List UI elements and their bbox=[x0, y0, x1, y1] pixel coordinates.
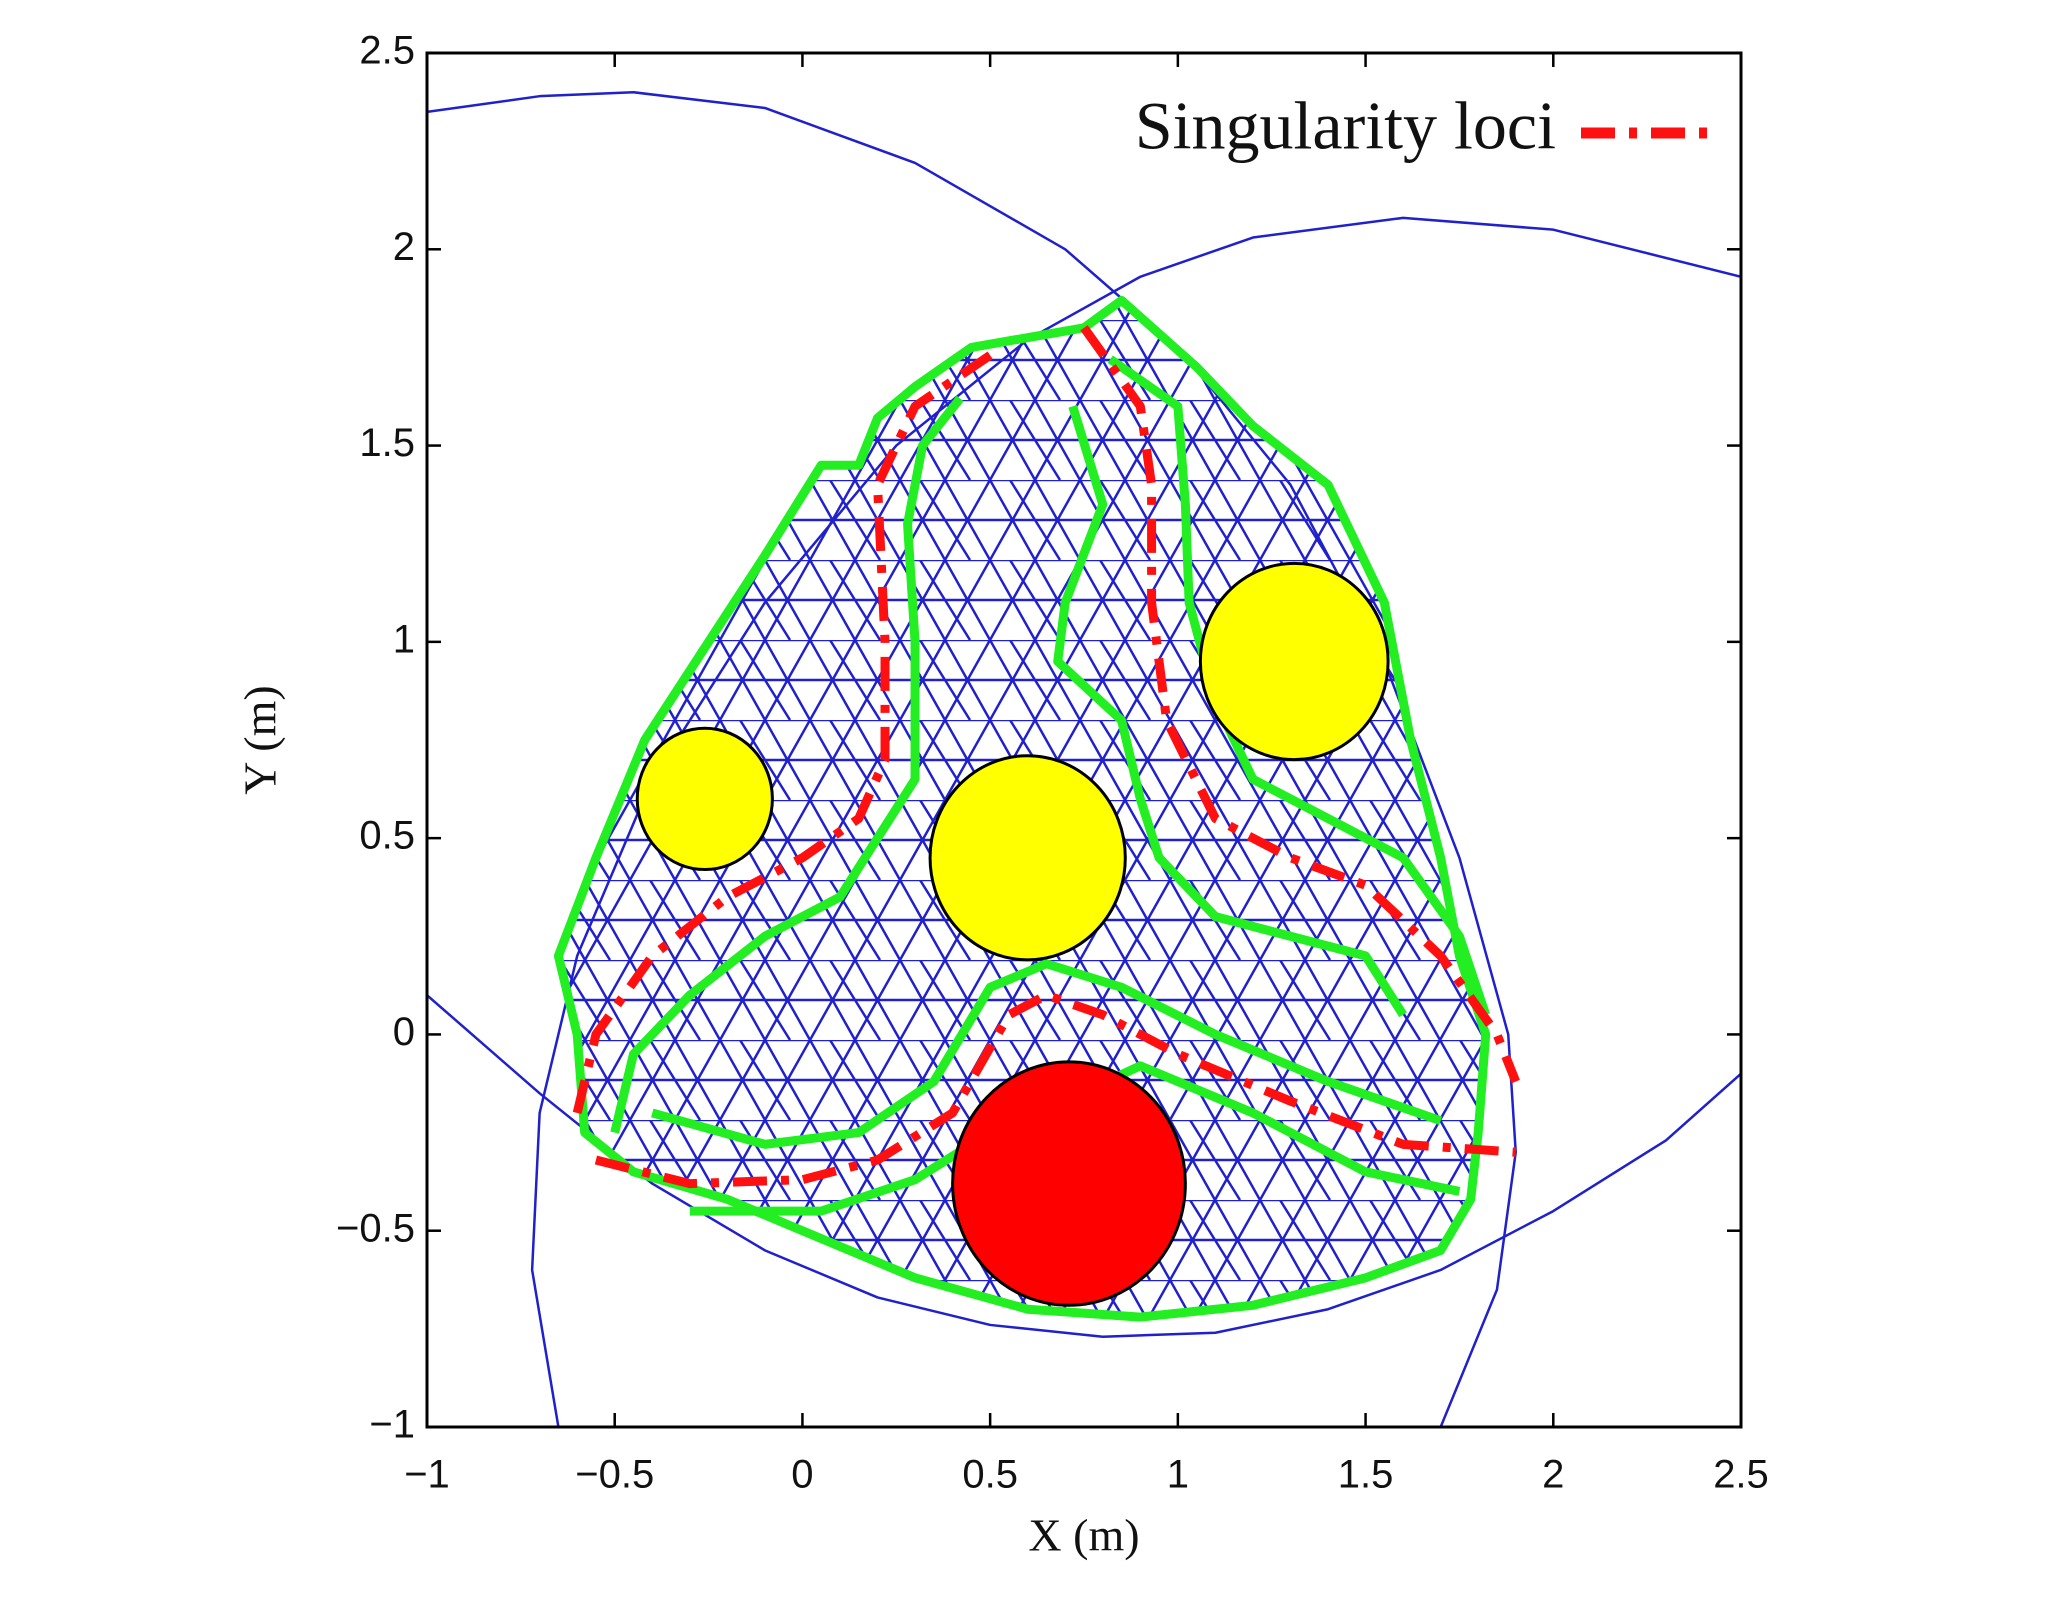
workspace-boundary bbox=[530, 216, 1741, 1427]
x-tick-label: 0.5 bbox=[962, 1453, 1018, 1497]
x-tick-label: −1 bbox=[404, 1453, 450, 1497]
x-tick-label: 2 bbox=[1542, 1453, 1564, 1497]
x-axis-label: X (m) bbox=[1028, 1510, 1139, 1561]
y-axis-label: Y (m) bbox=[235, 685, 286, 794]
x-tick-label: 1.5 bbox=[1338, 1453, 1394, 1497]
obstacle bbox=[951, 1060, 1187, 1307]
cell-border bbox=[1107, 355, 1490, 1017]
cell-border bbox=[610, 395, 964, 1134]
x-tick-label: 1 bbox=[1167, 1453, 1189, 1497]
singularity-locus bbox=[594, 990, 1517, 1189]
cell-border bbox=[651, 959, 1443, 1149]
obstacle bbox=[928, 754, 1127, 962]
cell-border bbox=[553, 295, 1491, 1322]
plot-frame bbox=[425, 51, 1743, 1429]
legend-label: Singularity loci bbox=[1135, 88, 1556, 164]
cell-border bbox=[1053, 404, 1407, 1018]
singularity-locus bbox=[1080, 325, 1520, 1084]
obstacle bbox=[1198, 561, 1390, 762]
axes: −1 −0.5 0 0.5 1 1.5 2 2.5 −1 −0.5 0 0.5 1 1.5 2 2.5 Sing… bbox=[336, 29, 1769, 1497]
workspace-boundary bbox=[427, 91, 1517, 1427]
x-tick-label: −0.5 bbox=[575, 1453, 654, 1497]
x-tick-label: 0 bbox=[791, 1453, 813, 1497]
workspace-boundary bbox=[427, 994, 1741, 1338]
singularity-locus bbox=[572, 351, 993, 1114]
y-tick-label: 1.5 bbox=[359, 421, 415, 465]
obstacle bbox=[635, 726, 774, 872]
y-tick-label: 0.5 bbox=[359, 814, 415, 858]
y-tick-label: −0.5 bbox=[336, 1206, 415, 1250]
y-tick-label: 1 bbox=[393, 617, 415, 661]
y-tick-label: −1 bbox=[369, 1403, 415, 1447]
y-tick-label: 2.5 bbox=[359, 29, 415, 73]
y-tick-label: 0 bbox=[393, 1010, 415, 1054]
x-tick-label: 2.5 bbox=[1713, 1453, 1769, 1497]
y-tick-label: 2 bbox=[393, 225, 415, 269]
plot-content bbox=[427, 91, 1741, 1427]
